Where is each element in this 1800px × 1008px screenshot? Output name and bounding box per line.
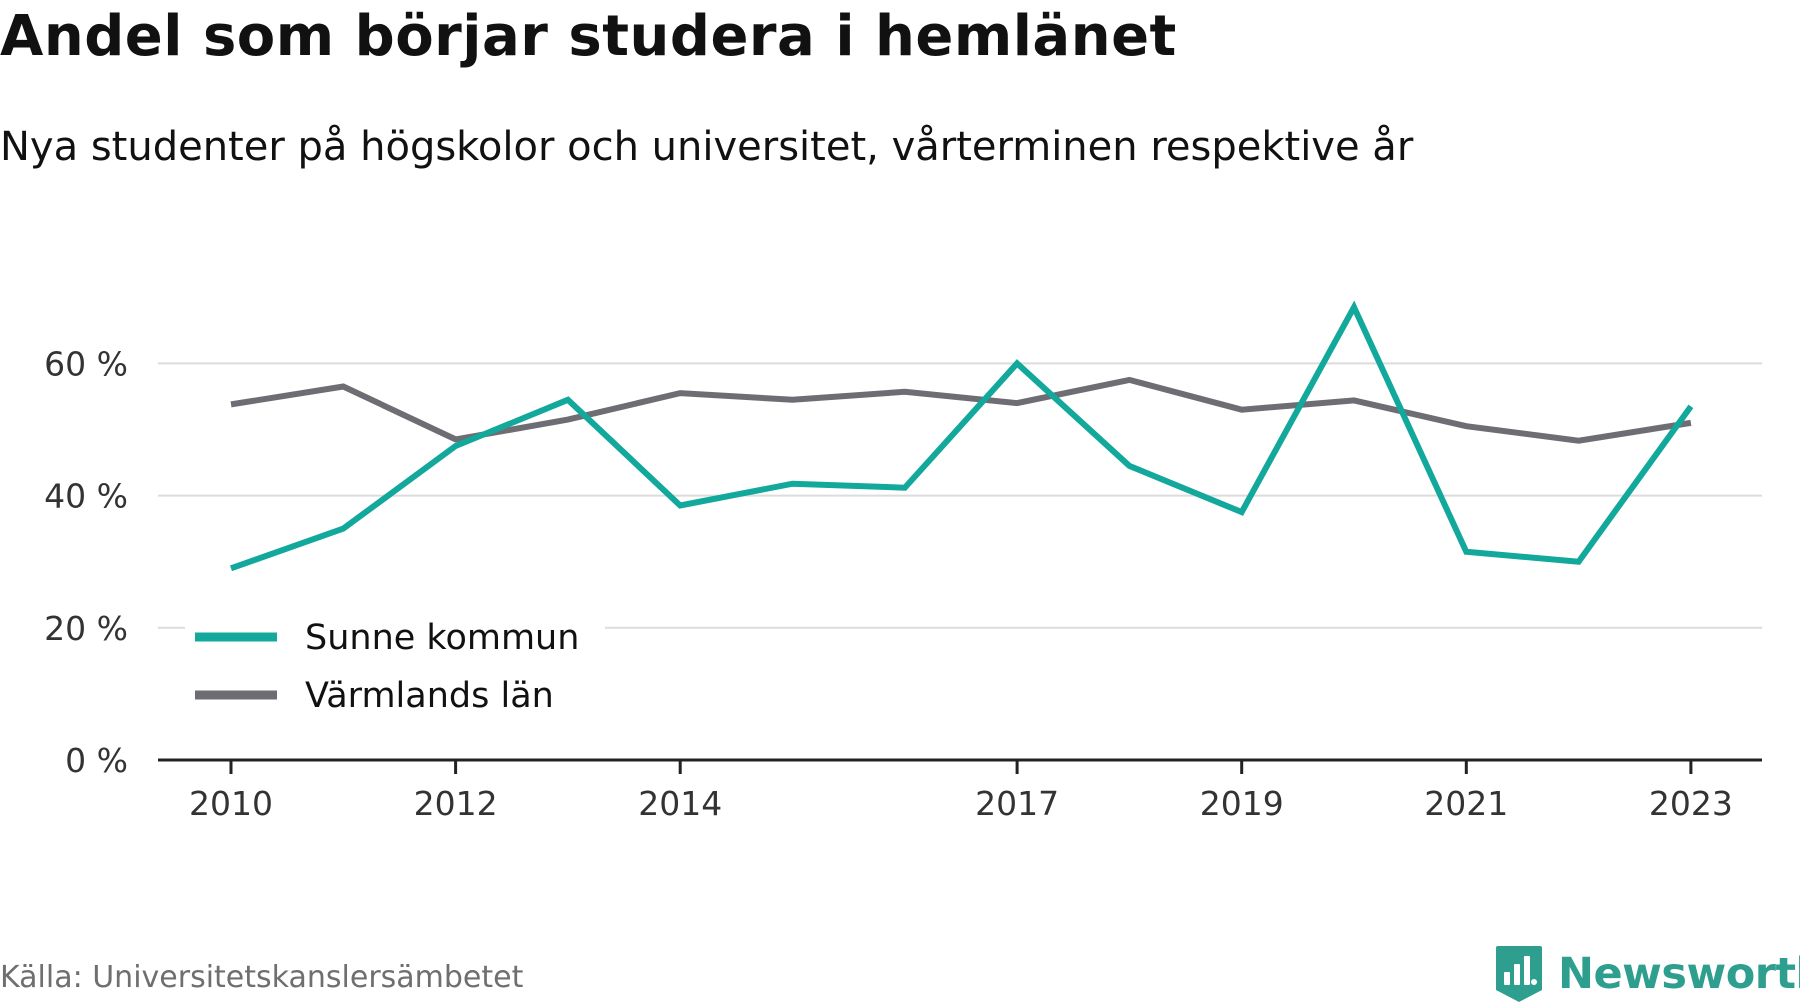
y-tick-label: 20 % [44,609,128,648]
y-tick-label: 60 % [44,344,128,383]
y-tick-label: 0 % [65,741,128,780]
brand: Newsworthy [1494,940,1800,1008]
newsworthy-logo-icon [1496,946,1542,1002]
x-tick-label: 2010 [189,784,273,823]
legend-label: Sunne kommun [305,618,579,658]
source-note: Källa: Universitetskanslersämbetet [0,960,524,995]
legend-label: Värmlands län [305,676,554,716]
x-tick-label: 2023 [1649,784,1733,823]
series-line [230,376,1692,444]
x-tick-label: 2021 [1424,784,1508,823]
x-tick-label: 2019 [1200,784,1284,823]
y-tick-label: 40 % [44,477,128,516]
x-tick-label: 2012 [414,784,498,823]
x-tick-label: 2014 [638,784,722,823]
brand-name: Newsworthy [1558,949,1800,999]
x-tick-label: 2017 [975,784,1059,823]
chart-subtitle: Nya studenter på högskolor och universit… [0,124,1414,170]
series-line [230,300,1694,572]
line-chart: 0 % 20 % 40 % 60 % Sunne kommun Värmlands län… [44,300,1762,823]
chart-title: Andel som börjar studera i hemlänet [0,4,1177,69]
